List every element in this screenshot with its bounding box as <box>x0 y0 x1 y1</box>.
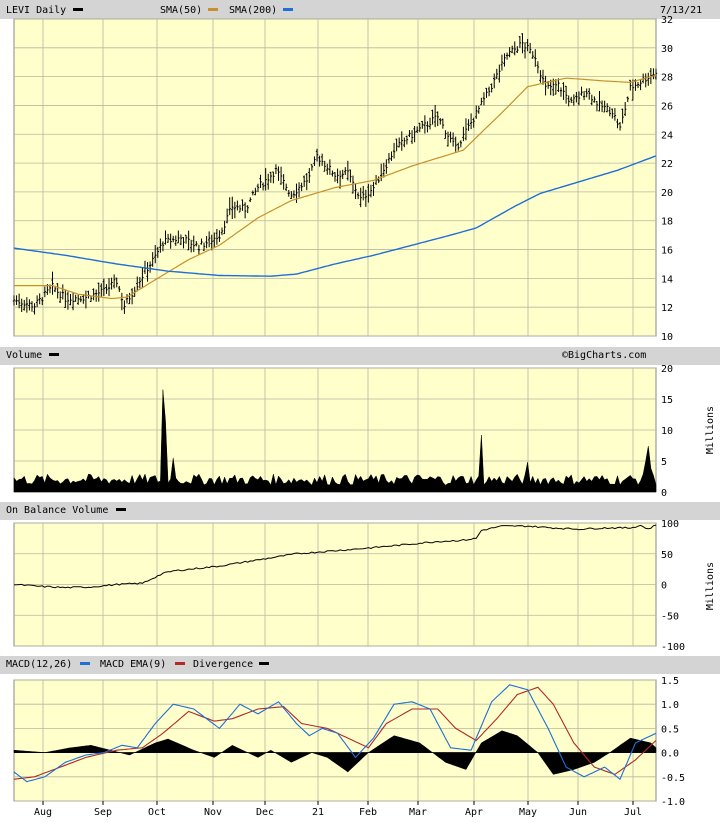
volume-swatch <box>49 353 59 356</box>
obv-swatch <box>116 508 126 511</box>
legend-sma200-swatch <box>283 8 293 11</box>
obv-y-tick: -50 <box>661 611 679 622</box>
price-y-tick: 24 <box>661 130 673 141</box>
price-y-tick: 22 <box>661 159 673 170</box>
x-axis-label: Dec <box>256 807 274 818</box>
price-bars <box>12 33 658 315</box>
price-y-tick: 18 <box>661 217 673 228</box>
divergence-legend-label: Divergence <box>193 659 253 670</box>
legend-sma200-label: SMA(200) <box>229 5 277 16</box>
x-axis-label: May <box>519 807 537 818</box>
volume-area <box>13 389 657 493</box>
volume-title: Volume <box>6 350 42 361</box>
volume-y-tick: 20 <box>661 364 673 375</box>
x-axis-label: Sep <box>94 807 112 818</box>
x-axis-label: Jul <box>624 807 642 818</box>
price-y-tick: 28 <box>661 73 673 84</box>
obv-y-tick: -100 <box>661 642 685 653</box>
obv-line <box>13 524 657 589</box>
macd-header-bar <box>0 656 720 674</box>
x-axis-label: Mar <box>409 807 427 818</box>
legend-sma50-swatch <box>208 8 218 11</box>
volume-y-tick: 10 <box>661 426 673 437</box>
sma50-line <box>14 74 657 300</box>
obv-y-tick: 0 <box>661 581 667 592</box>
macd-line <box>13 684 657 783</box>
sma200-line <box>13 155 657 277</box>
obv-unit-label: Millions <box>705 562 716 610</box>
x-axis-label: Jun <box>569 807 587 818</box>
macd-y-tick: 1.5 <box>661 676 679 687</box>
macd-ema-legend-label: MACD EMA(9) <box>100 659 166 670</box>
macd-y-tick: 0.0 <box>661 749 679 760</box>
obv-y-tick: 100 <box>661 519 679 530</box>
x-axis-label: Apr <box>465 807 483 818</box>
x-axis-label: Oct <box>148 807 166 818</box>
x-axis-label: Nov <box>204 807 222 818</box>
macd-y-tick: 0.5 <box>661 724 679 735</box>
price-y-tick: 32 <box>661 15 673 26</box>
volume-y-tick: 0 <box>661 488 667 499</box>
volume-y-tick: 5 <box>661 457 667 468</box>
macd-legend-label: MACD(12,26) <box>6 659 72 670</box>
obv-title: On Balance Volume <box>6 505 108 516</box>
copyright-label: ©BigCharts.com <box>562 350 646 361</box>
ticker-label: LEVI Daily <box>6 5 66 16</box>
price-y-tick: 14 <box>661 274 673 285</box>
obv-y-tick: 50 <box>661 550 673 561</box>
obv-header-bar <box>0 502 720 520</box>
x-axis-label: Feb <box>359 807 377 818</box>
volume-unit-label: Millions <box>705 406 716 454</box>
price-y-tick: 26 <box>661 101 673 112</box>
legend-sma50-label: SMA(50) <box>160 5 202 16</box>
volume-y-tick: 15 <box>661 395 673 406</box>
price-y-tick: 12 <box>661 303 673 314</box>
volume-header-bar <box>0 347 720 365</box>
ticker-swatch <box>73 8 83 11</box>
macd-y-tick: 1.0 <box>661 700 679 711</box>
macd-ema-legend-swatch <box>175 662 185 665</box>
macd-legend-swatch <box>80 662 90 665</box>
macd-plot-area <box>13 679 657 802</box>
price-y-tick: 20 <box>661 188 673 199</box>
x-axis-label: 21 <box>312 807 324 818</box>
divergence-legend-swatch <box>259 662 269 665</box>
macd-y-tick: -0.5 <box>661 773 685 784</box>
price-header-bar <box>0 0 720 19</box>
macd-y-tick: -1.0 <box>661 797 685 808</box>
price-y-tick: 16 <box>661 246 673 257</box>
price-y-tick: 10 <box>661 332 673 343</box>
price-y-tick: 30 <box>661 44 673 55</box>
x-axis-label: Aug <box>34 807 52 818</box>
date-label: 7/13/21 <box>660 5 702 16</box>
